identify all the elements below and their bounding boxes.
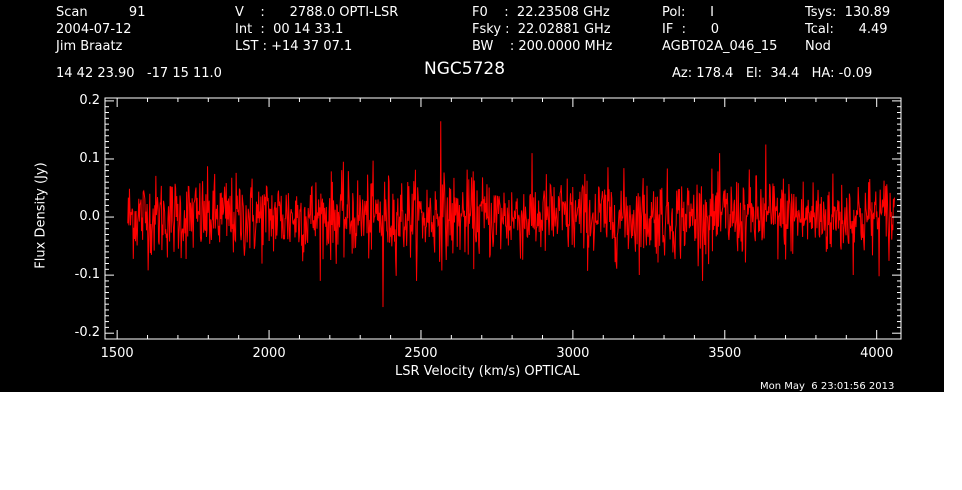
- header-col4-line2: IF : 0: [662, 22, 720, 37]
- x-axis-label: LSR Velocity (km/s) OPTICAL: [395, 364, 580, 379]
- header-col2-line1: V : 2788.0 OPTI-LSR: [235, 5, 399, 20]
- x-tick-label: 2000: [252, 346, 286, 361]
- header-col5-line1: Tsys: 130.89: [805, 5, 891, 20]
- header-col1-line1: Scan 91: [56, 5, 146, 20]
- x-tick-label: 4000: [860, 346, 894, 361]
- header-col5-line2: Tcal: 4.49: [805, 22, 888, 37]
- az-el-ha: Az: 178.4 El: 34.4 HA: -0.09: [672, 66, 873, 81]
- header-col3-line1: F0 : 22.23508 GHz: [472, 5, 610, 20]
- x-tick-label: 3000: [556, 346, 590, 361]
- plot-window: Scan 91 2004-07-12 Jim Braatz V : 2788.0…: [0, 0, 944, 392]
- y-tick-label: -0.1: [74, 267, 100, 283]
- x-tick-label: 1500: [100, 346, 134, 361]
- y-tick-label: 0.0: [79, 209, 100, 225]
- flux-spectrum-chart: [104, 97, 902, 340]
- header-col2-line3: LST : +14 37 07.1: [235, 39, 353, 54]
- header-col3-line3: BW : 200.0000 MHz: [472, 39, 613, 54]
- header-col4-line3: AGBT02A_046_15: [662, 39, 778, 54]
- header-col1-line3: Jim Braatz: [56, 39, 123, 54]
- flux-series-line: [127, 121, 895, 308]
- x-tick-label: 3500: [708, 346, 742, 361]
- header-col2-line2: Int : 00 14 33.1: [235, 22, 344, 37]
- y-tick-label: -0.2: [74, 325, 100, 341]
- chart-title: NGC5728: [424, 59, 506, 79]
- y-tick-label: 0.2: [79, 92, 100, 108]
- header-col5-line3: Nod: [805, 39, 831, 54]
- source-coordinates: 14 42 23.90 -17 15 11.0: [56, 66, 222, 81]
- plot-frame: [104, 97, 902, 340]
- header-col3-line2: Fsky : 22.02881 GHz: [472, 22, 611, 37]
- y-tick-label: 0.1: [79, 150, 100, 166]
- x-tick-label: 2500: [404, 346, 438, 361]
- timestamp: Mon May 6 23:01:56 2013: [760, 381, 895, 392]
- header-col1-line2: 2004-07-12: [56, 22, 132, 37]
- header-col4-line1: Pol: I: [662, 5, 714, 20]
